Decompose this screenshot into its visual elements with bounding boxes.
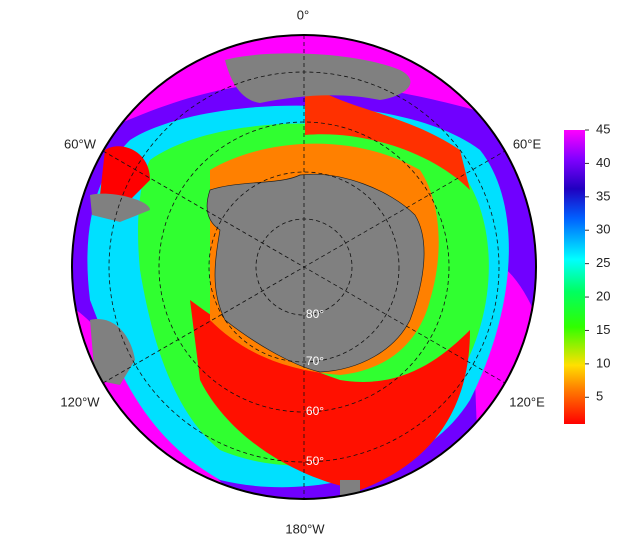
colorbar-tick-label: 45: [596, 121, 610, 136]
colorbar-tick-label: 20: [596, 288, 610, 303]
colorbar-tick-label: 15: [596, 322, 610, 337]
colorbar: [564, 130, 585, 424]
graticule: [102, 35, 506, 499]
lon-label: 60°E: [513, 136, 542, 151]
colorbar-tick-label: 10: [596, 355, 610, 370]
lon-label: 60°W: [64, 136, 97, 151]
colorbar-tick-label: 5: [596, 389, 603, 404]
colorbar-tick-label: 25: [596, 255, 610, 270]
colorbar-tick-label: 40: [596, 155, 610, 170]
lon-label: 180°W: [285, 521, 325, 536]
lat-label: 70°: [306, 354, 324, 368]
colorbar-tick-label: 35: [596, 188, 610, 203]
lat-label: 80°: [306, 307, 324, 321]
map-border: [71, 34, 537, 500]
lat-label: 60°: [306, 404, 324, 418]
lon-label: 120°W: [60, 394, 100, 409]
map-field: [72, 35, 536, 499]
lat-label: 50°: [306, 454, 324, 468]
lon-label: 0°: [297, 7, 309, 22]
colorbar-tick-label: 30: [596, 222, 610, 237]
colorbar-axis: 5 10 15 20 25 30 35 40 45: [585, 121, 610, 404]
lon-label: 120°E: [509, 394, 545, 409]
